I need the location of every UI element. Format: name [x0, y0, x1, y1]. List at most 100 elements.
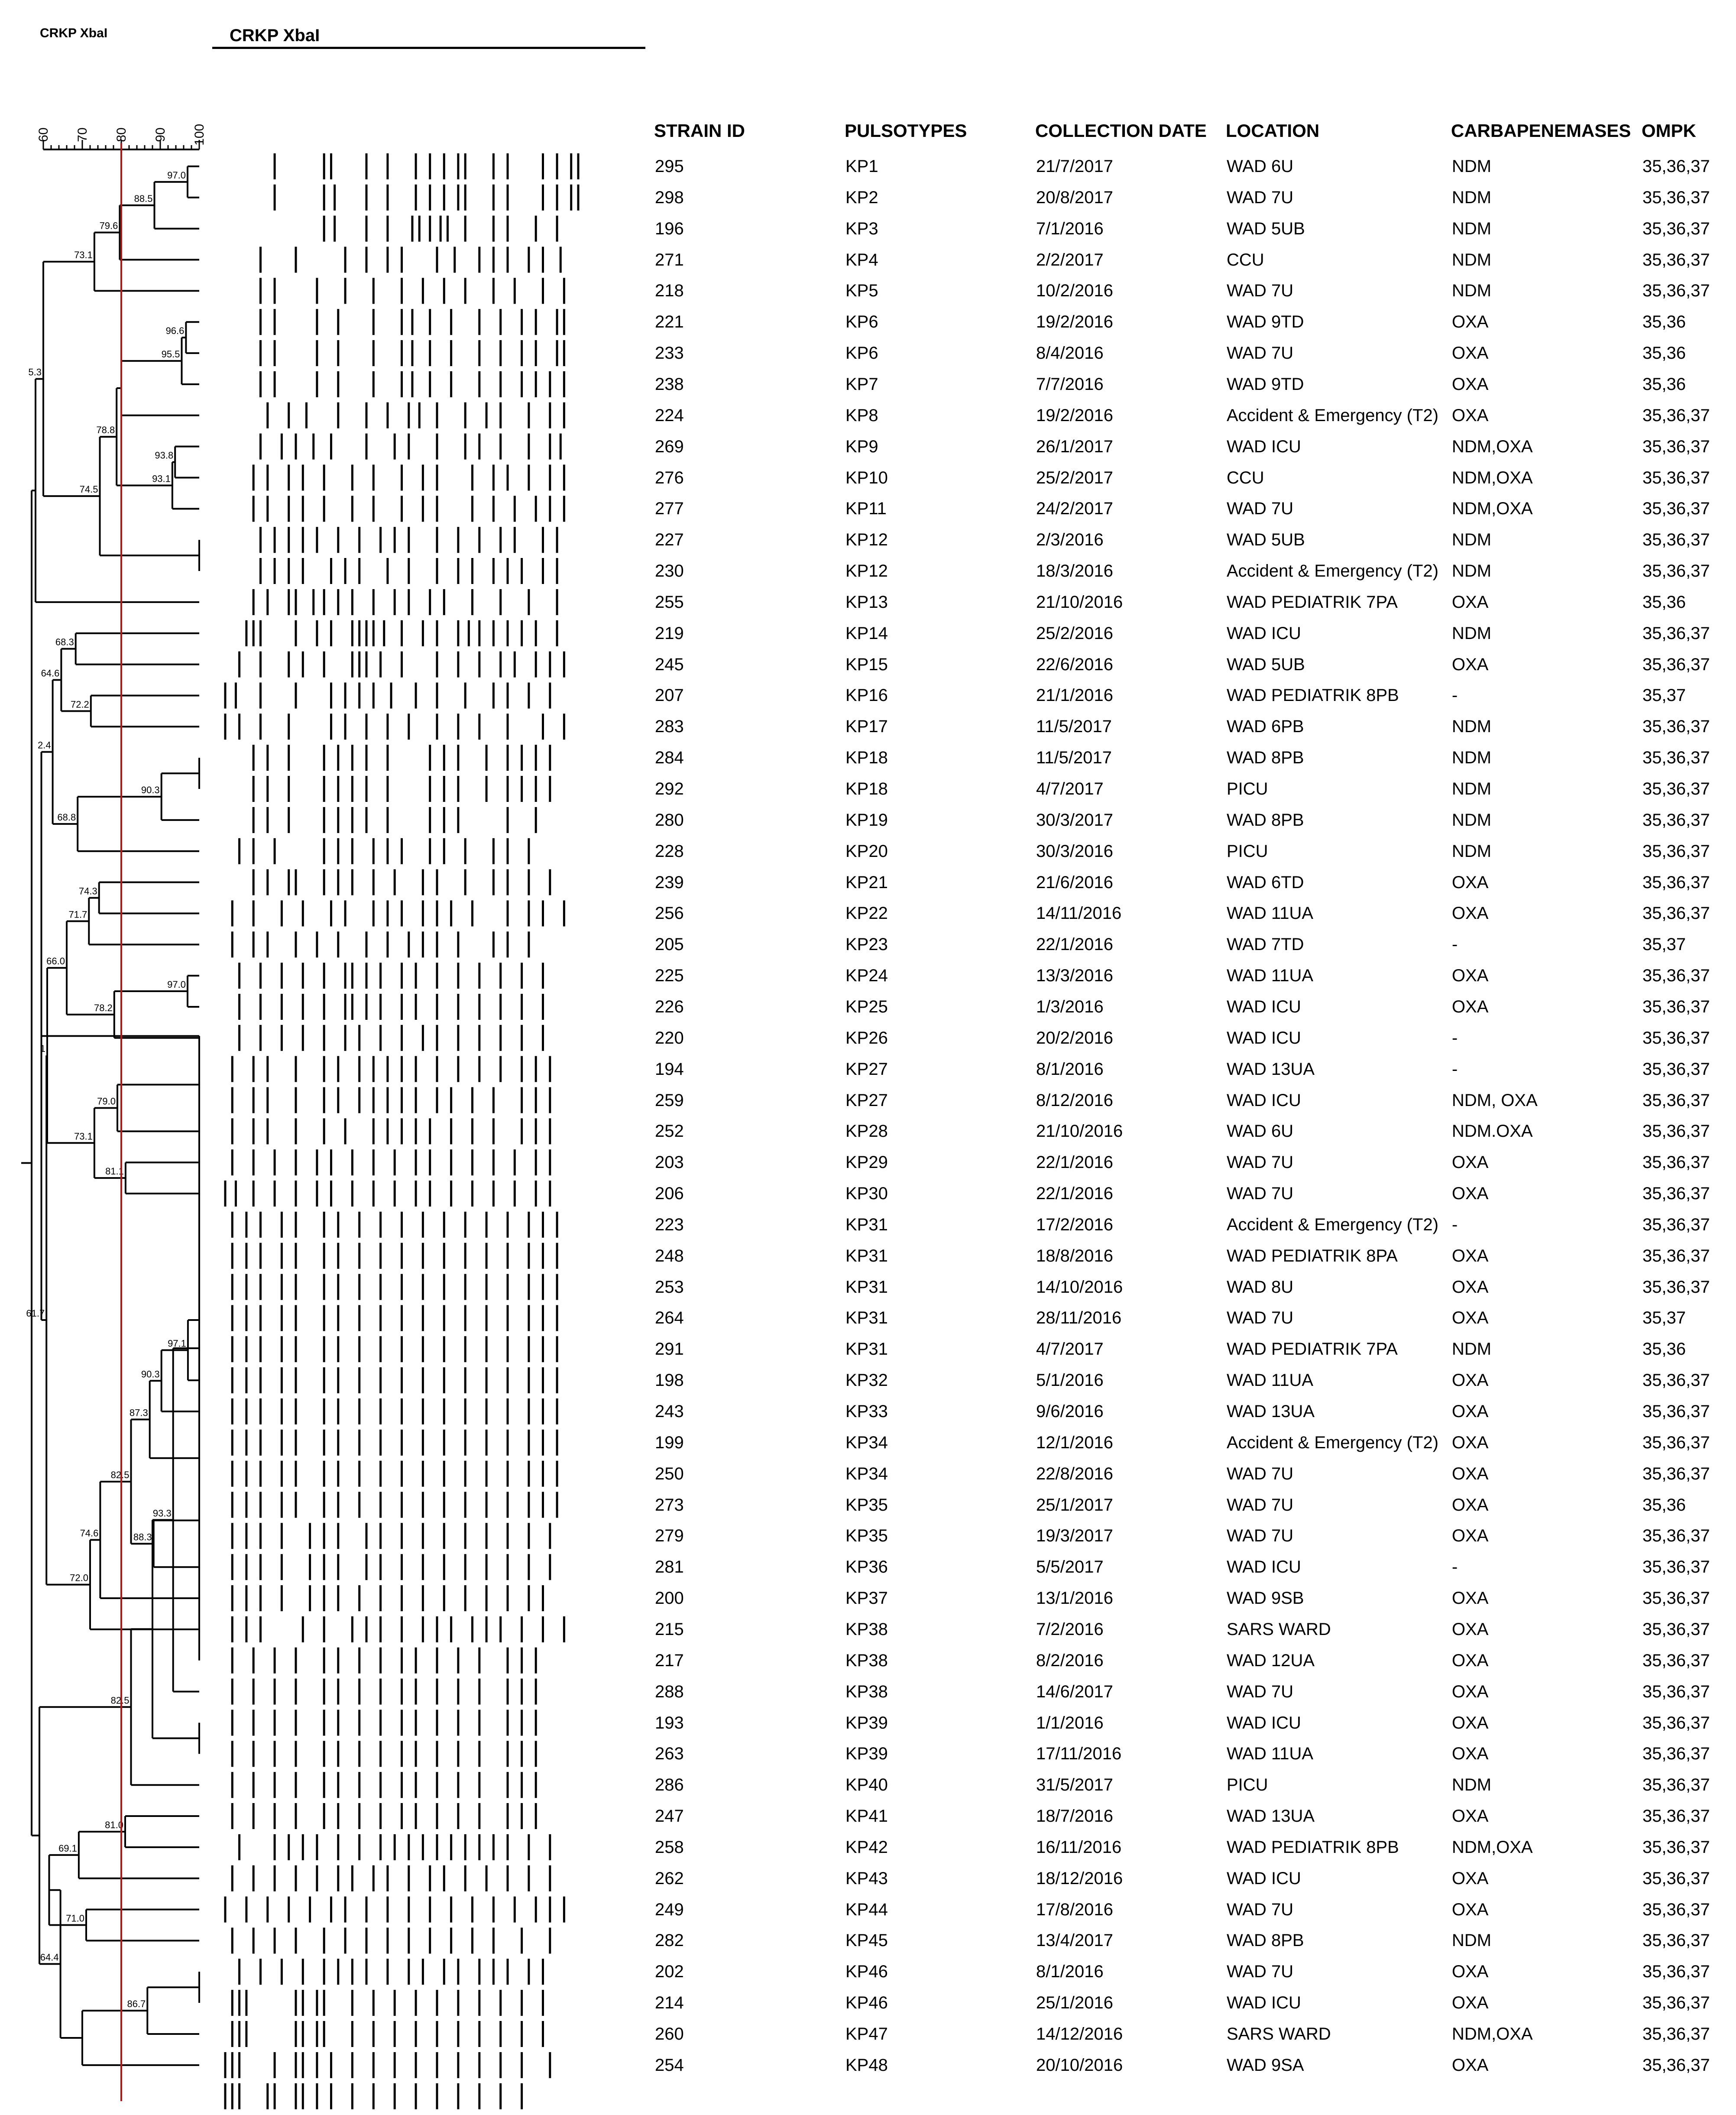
cell-carbapenemase: OXA	[1452, 1308, 1489, 1328]
cell-pulsotype: KP12	[845, 561, 888, 581]
cell-location: Accident & Emergency (T2)	[1227, 561, 1439, 581]
cell-location: WAD 7U	[1227, 1464, 1294, 1483]
cell-carbapenemase: OXA	[1452, 592, 1489, 612]
node-similarity-label: 69.1	[58, 1843, 77, 1854]
cell-strain-id: 281	[655, 1557, 684, 1577]
cell-pulsotype: KP29	[845, 1153, 888, 1172]
cell-collection-date: 8/1/2016	[1036, 1059, 1104, 1079]
cell-pulsotype: KP46	[845, 1993, 888, 2013]
cell-strain-id: 243	[655, 1402, 684, 1421]
cell-ompk: 35,36,37	[1642, 1868, 1710, 1888]
cell-strain-id: 260	[655, 2024, 684, 2044]
cell-carbapenemase: OXA	[1452, 405, 1489, 425]
cell-carbapenemase: OXA	[1452, 904, 1489, 923]
cell-carbapenemase: -	[1452, 1215, 1458, 1234]
cell-location: SARS WARD	[1227, 1619, 1331, 1639]
node-similarity-label: 79.0	[97, 1096, 116, 1106]
header-ompk: OMPK	[1642, 120, 1696, 141]
cell-pulsotype: KP31	[845, 1277, 888, 1297]
cell-ompk: 35,36,37	[1642, 904, 1710, 923]
header-collection-date: COLLECTION DATE	[1035, 120, 1207, 141]
cell-carbapenemase: OXA	[1452, 1526, 1489, 1546]
node-similarity-label: 97.0	[167, 170, 186, 181]
cell-strain-id: 276	[655, 468, 684, 487]
cell-location: WAD 7U	[1227, 188, 1294, 207]
cell-pulsotype: KP8	[845, 405, 878, 425]
cell-location: WAD 7TD	[1227, 935, 1304, 954]
cell-location: WAD 7U	[1227, 1184, 1294, 1203]
node-similarity-label: 74.5	[80, 484, 98, 495]
cell-ompk: 35,36	[1642, 344, 1686, 363]
cell-ompk: 35,36,37	[1642, 1122, 1710, 1141]
cell-location: WAD 8U	[1227, 1277, 1294, 1297]
cell-location: WAD ICU	[1227, 1028, 1301, 1048]
cell-strain-id: 255	[655, 592, 684, 612]
cell-strain-id: 248	[655, 1246, 684, 1265]
cell-strain-id: 214	[655, 1993, 684, 2013]
cell-carbapenemase: NDM	[1452, 1775, 1492, 1795]
figure-title: CRKP XbaI	[230, 26, 320, 45]
cell-carbapenemase: NDM,OXA	[1452, 437, 1533, 456]
node-similarity-label: 82.5	[111, 1469, 130, 1480]
cell-carbapenemase: -	[1452, 686, 1458, 705]
cell-location: WAD ICU	[1227, 997, 1301, 1016]
cell-carbapenemase: OXA	[1452, 1962, 1489, 1982]
cell-ompk: 35,36,37	[1642, 1402, 1710, 1421]
cell-strain-id: 286	[655, 1775, 684, 1795]
cell-strain-id: 298	[655, 188, 684, 207]
cell-carbapenemase: NDM	[1452, 810, 1492, 830]
node-similarity-label: 78.2	[94, 1002, 113, 1013]
cell-collection-date: 8/1/2016	[1036, 1962, 1104, 1982]
cell-strain-id: 217	[655, 1651, 684, 1670]
cell-location: SARS WARD	[1227, 2024, 1331, 2044]
cell-strain-id: 202	[655, 1962, 684, 1982]
cell-location: WAD 7U	[1227, 1900, 1294, 1919]
cell-pulsotype: KP6	[845, 312, 878, 332]
cell-strain-id: 292	[655, 779, 684, 798]
cell-carbapenemase: OXA	[1452, 1371, 1489, 1390]
node-similarity-label: 97.1	[168, 1338, 186, 1349]
cell-ompk: 35,36,37	[1642, 810, 1710, 830]
cell-carbapenemase: NDM,OXA	[1452, 2024, 1533, 2044]
cell-ompk: 35,36,37	[1642, 2055, 1710, 2075]
cell-pulsotype: KP30	[845, 1184, 888, 1203]
cell-strain-id: 206	[655, 1184, 684, 1203]
cell-location: CCU	[1227, 250, 1264, 269]
cell-location: WAD 5UB	[1227, 655, 1305, 674]
cell-carbapenemase: OXA	[1452, 1993, 1489, 2013]
cell-ompk: 35,36,37	[1642, 250, 1710, 269]
cell-location: WAD 5UB	[1227, 530, 1305, 550]
cell-carbapenemase: NDM,OXA	[1452, 1837, 1533, 1857]
cell-ompk: 35,36	[1642, 312, 1686, 332]
cell-strain-id: 233	[655, 344, 684, 363]
cell-ompk: 35,36,37	[1642, 1090, 1710, 1110]
cell-location: WAD 8PB	[1227, 748, 1304, 768]
cell-location: WAD ICU	[1227, 623, 1301, 643]
cell-collection-date: 22/1/2016	[1036, 1153, 1113, 1172]
cell-collection-date: 2/3/2016	[1036, 530, 1104, 550]
cell-strain-id: 205	[655, 935, 684, 954]
cell-pulsotype: KP2	[845, 188, 878, 207]
cell-ompk: 35,36,37	[1642, 1277, 1710, 1297]
cell-location: Accident & Emergency (T2)	[1227, 1215, 1439, 1234]
node-similarity-label: 64.4	[40, 1952, 59, 1963]
cell-location: WAD PEDIATRIK 7PA	[1227, 592, 1398, 612]
node-similarity-label: 72.2	[71, 699, 89, 710]
cell-collection-date: 22/6/2016	[1036, 655, 1113, 674]
cell-location: WAD ICU	[1227, 437, 1301, 456]
cell-location: WAD 7U	[1227, 1308, 1294, 1328]
node-similarity-label: 96.6	[166, 325, 185, 336]
cell-collection-date: 17/11/2016	[1036, 1744, 1122, 1764]
title-underline	[212, 47, 645, 49]
cell-carbapenemase: NDM	[1452, 188, 1492, 207]
cell-location: Accident & Emergency (T2)	[1227, 405, 1439, 425]
cell-strain-id: 253	[655, 1277, 684, 1297]
cell-pulsotype: KP5	[845, 281, 878, 301]
cell-ompk: 35,36,37	[1642, 841, 1710, 861]
cell-carbapenemase: NDM	[1452, 717, 1492, 736]
cell-location: WAD 7U	[1227, 499, 1294, 519]
cell-collection-date: 25/2/2017	[1036, 468, 1113, 487]
cell-strain-id: 226	[655, 997, 684, 1016]
cell-collection-date: 22/1/2016	[1036, 1184, 1113, 1203]
node-similarity-label: 90.3	[141, 1369, 160, 1379]
